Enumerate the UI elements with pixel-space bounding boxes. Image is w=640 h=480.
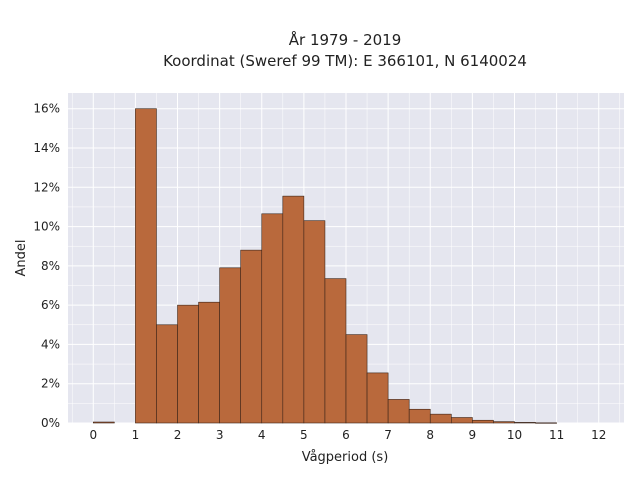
histogram-bar [198,301,220,424]
y-tick-label: 10% [33,220,60,234]
x-tick-label: 11 [549,428,564,442]
histogram-bar [324,278,347,424]
x-tick-label: 9 [469,428,477,442]
x-tick-label: 6 [342,428,350,442]
chart-title-line-2: Koordinat (Sweref 99 TM): E 366101, N 61… [163,52,527,70]
histogram-bar [261,213,284,424]
x-tick-label: 1 [132,428,140,442]
histogram-bar [156,324,178,424]
histogram-bar [535,422,557,424]
x-tick-label: 2 [174,428,182,442]
x-tick-label: 0 [89,428,97,442]
y-tick-label: 0% [41,416,60,430]
x-tick-label: 4 [258,428,266,442]
chart-title-line-1: År 1979 - 2019 [289,30,402,49]
histogram-bar [493,421,515,424]
histogram-bar [408,408,431,424]
y-tick-label: 2% [41,377,60,391]
y-tick-label: 8% [41,259,60,273]
x-tick-label: 7 [384,428,392,442]
x-axis-label: Vågperiod (s) [302,450,389,465]
histogram-bar [472,419,494,424]
x-tick-label: 8 [426,428,434,442]
y-tick-label: 14% [33,141,60,155]
y-tick-label: 4% [41,337,60,351]
y-axis-label: Andel [14,240,29,277]
histogram-bar [135,108,157,424]
y-tick-label: 6% [41,298,60,312]
histogram-bar [219,267,241,424]
histogram-bar [240,249,263,424]
histogram-bar [387,399,410,424]
x-tick-label: 10 [507,428,522,442]
histogram-bar [429,413,452,424]
histogram-bar [177,304,199,424]
y-tick-label: 16% [33,102,60,116]
histogram-bar [514,422,536,424]
histogram-bar [345,334,368,424]
y-axis-ticks: 0% 2% 4% 6% 8% 10% 12% 14% 16% [33,102,60,430]
histogram-bar [282,195,305,424]
histogram-bar [451,417,473,424]
x-tick-label: 3 [216,428,224,442]
histogram-bar [366,372,389,424]
histogram-bar [92,421,115,424]
x-tick-label: 5 [300,428,308,442]
x-tick-label: 12 [591,428,606,442]
x-axis-ticks: 0 1 2 3 4 5 6 7 8 9 10 11 12 [89,428,606,442]
histogram-bar [303,220,326,424]
histogram-bars [92,108,557,424]
y-tick-label: 12% [33,180,60,194]
